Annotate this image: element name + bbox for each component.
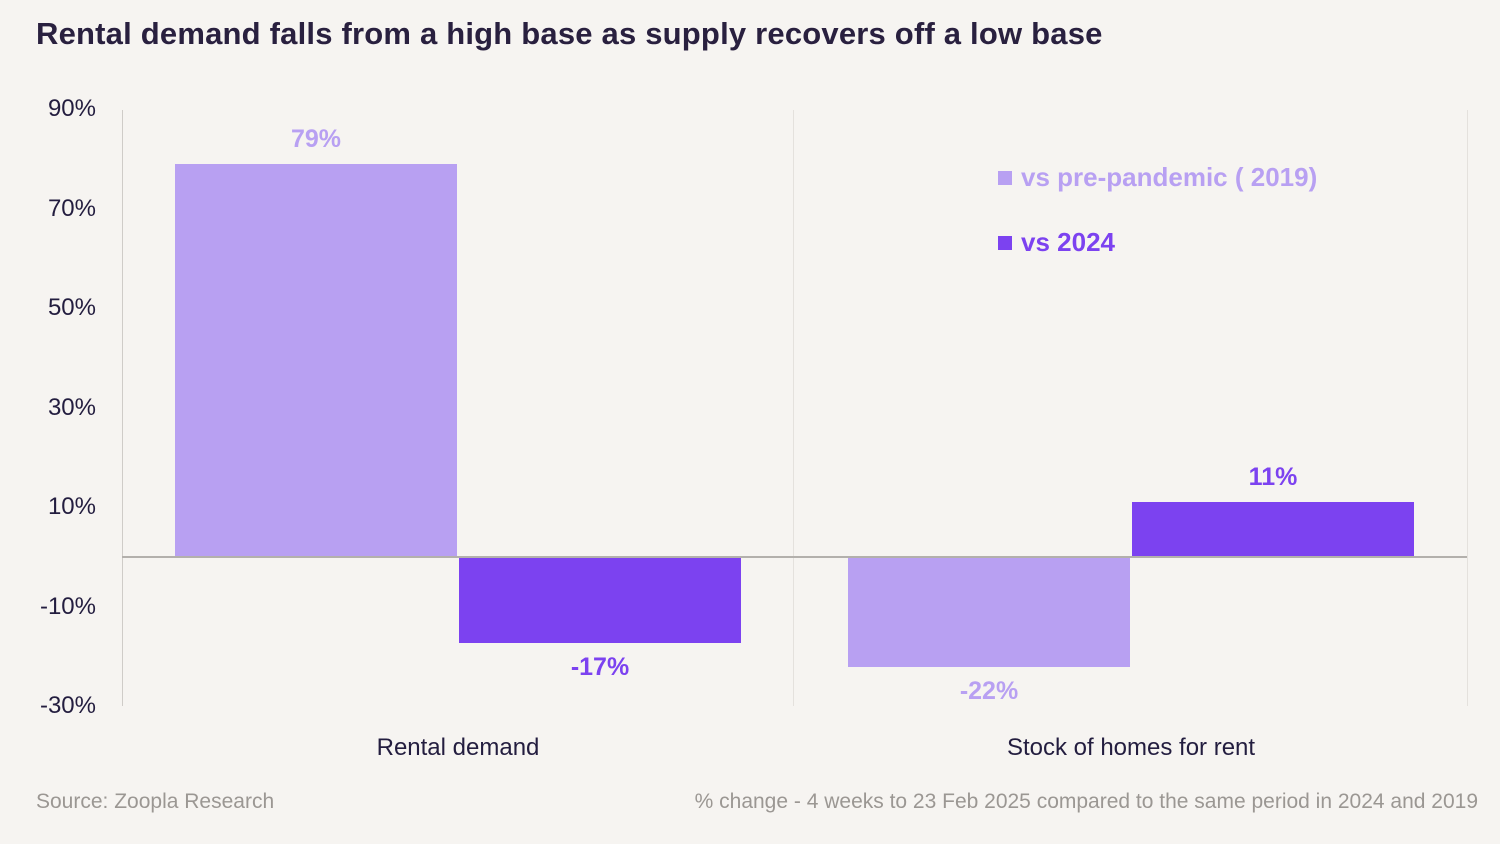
data-label: 11% xyxy=(1248,463,1298,492)
category-divider-line xyxy=(793,110,794,706)
footnote: % change - 4 weeks to 23 Feb 2025 compar… xyxy=(694,790,1478,813)
bar[interactable] xyxy=(459,558,741,643)
bar[interactable] xyxy=(848,558,1130,668)
legend-swatch-icon xyxy=(998,170,1012,185)
y-tick-label: -10% xyxy=(39,592,96,620)
bar[interactable] xyxy=(175,163,457,557)
chart-title: Rental demand falls from a high base as … xyxy=(36,16,1103,51)
right-grid-line xyxy=(1467,110,1468,706)
legend-item[interactable]: vs 2024 xyxy=(998,227,1115,258)
y-axis-line xyxy=(122,110,123,706)
y-tick-label: -30% xyxy=(39,692,96,720)
data-label: -17% xyxy=(570,652,630,681)
category-label: Stock of homes for rent xyxy=(1006,734,1256,761)
zero-baseline xyxy=(122,556,1467,558)
y-tick-label: 50% xyxy=(47,294,96,322)
source-label: Source: Zoopla Research xyxy=(36,790,275,813)
y-tick-label: 10% xyxy=(47,493,96,521)
legend-swatch-icon xyxy=(998,235,1012,250)
bar[interactable] xyxy=(1132,502,1414,557)
legend-label: vs pre-pandemic ( 2019) xyxy=(1021,162,1318,192)
data-label: -22% xyxy=(959,677,1019,706)
category-label: Rental demand xyxy=(376,734,540,761)
y-tick-label: 70% xyxy=(47,194,96,222)
y-tick-label: 30% xyxy=(47,393,96,421)
legend-item[interactable]: vs pre-pandemic ( 2019) xyxy=(998,162,1317,193)
data-label: 79% xyxy=(290,124,342,153)
legend-label: vs 2024 xyxy=(1021,227,1115,257)
y-tick-label: 90% xyxy=(47,95,96,123)
